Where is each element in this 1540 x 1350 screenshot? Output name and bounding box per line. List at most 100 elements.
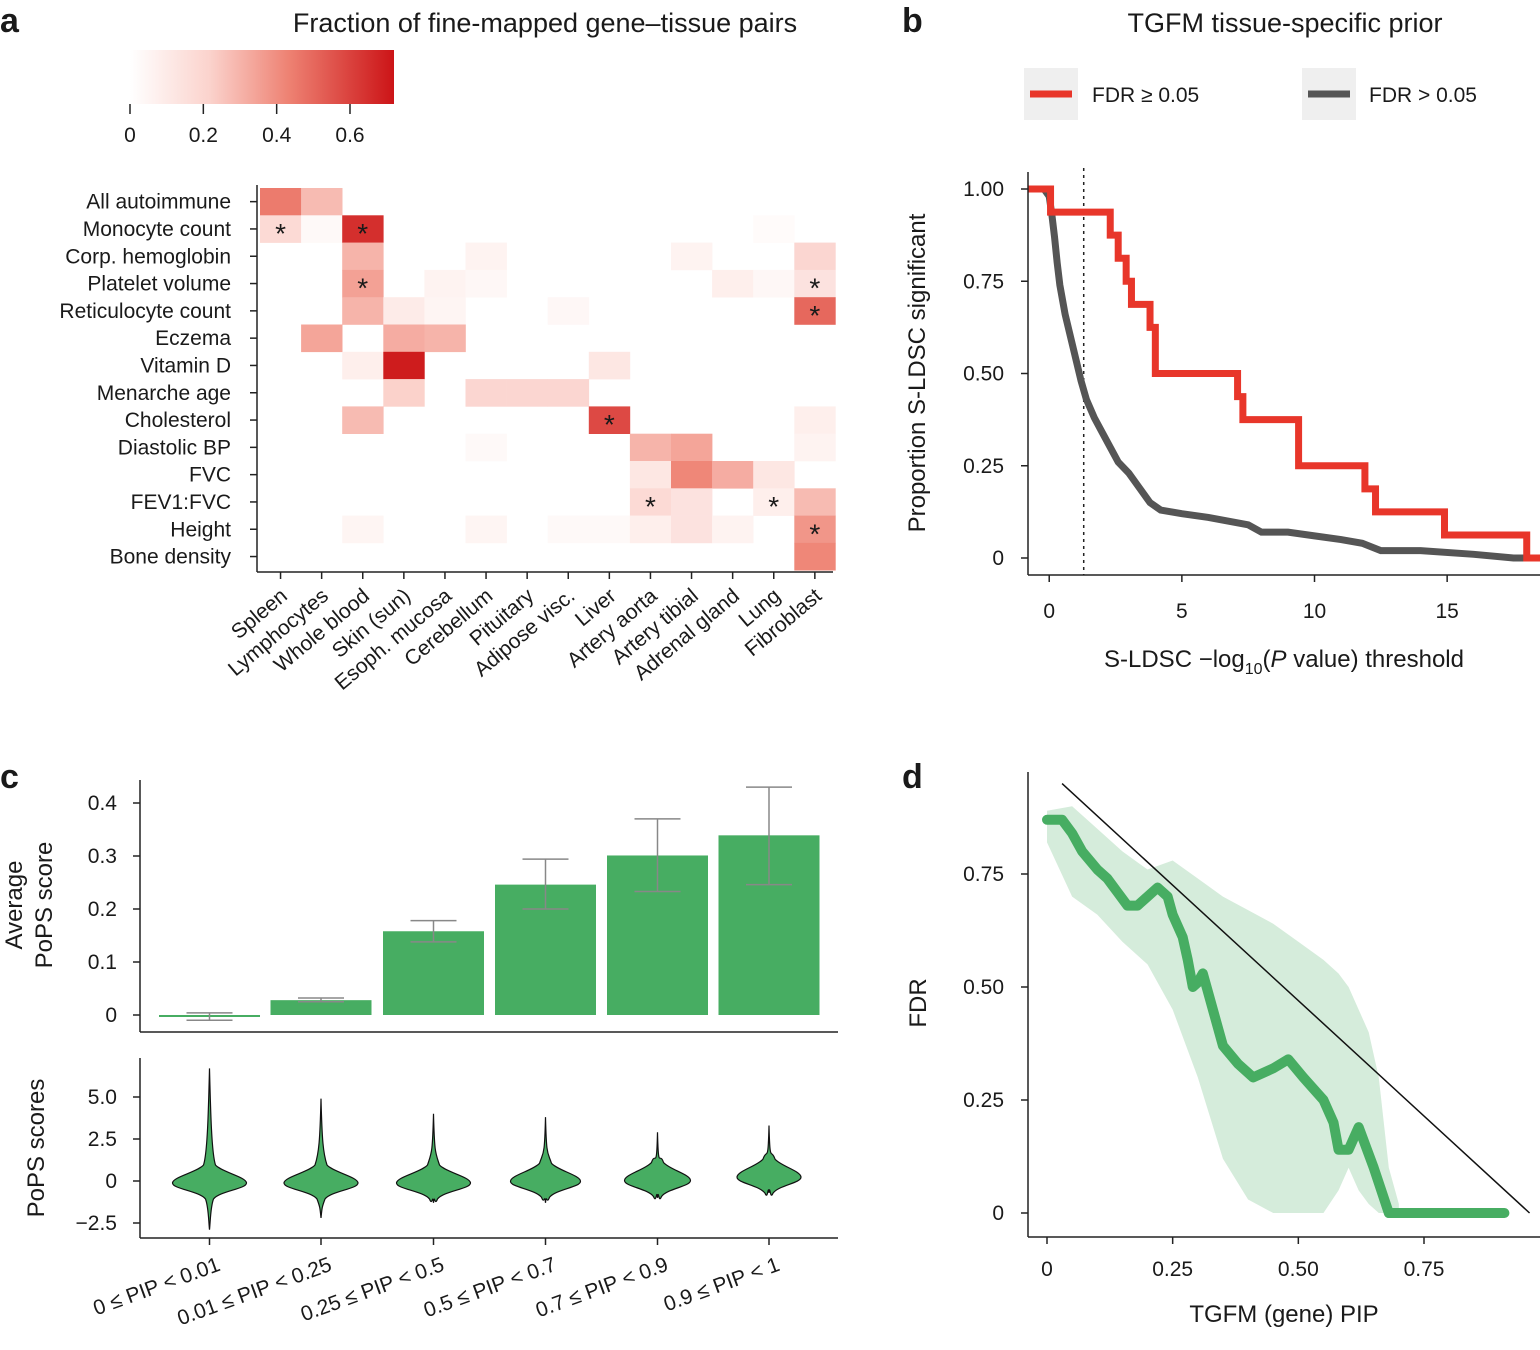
colorbar-tick-label: 0.2 xyxy=(189,124,218,147)
panel-a: a Fraction of fine-mapped gene–tissue pa… xyxy=(0,2,836,695)
heat-cell xyxy=(753,488,795,516)
violin-0-9-pip-1 xyxy=(736,1125,802,1196)
row-label-platelet-volume: Platelet volume xyxy=(87,273,231,296)
panel-label-d: d xyxy=(902,758,923,796)
heat-cell xyxy=(794,433,836,462)
heat-cell xyxy=(588,515,631,544)
violin-chart: 0 ≤ PIP < 0.010.01 ≤ PIP < 0.250.25 ≤ PI… xyxy=(76,1068,802,1330)
colorbar-tick-label: 0.4 xyxy=(262,124,292,147)
row-label-vitamin-d: Vitamin D xyxy=(140,354,231,377)
violin-y-tick-label: −2.5 xyxy=(76,1212,117,1235)
colorbar-tick-label: 0.6 xyxy=(335,124,364,147)
heat-cell xyxy=(794,406,836,434)
heat-cell xyxy=(671,515,713,544)
heat-cell xyxy=(588,351,631,380)
y-tick-label: 0.75 xyxy=(963,270,1004,293)
bar-chart: 0 0.1 0.2 0.3 0.4 xyxy=(88,786,820,1027)
row-label-diastolic-bp: Diastolic BP xyxy=(118,436,231,459)
heat-cell xyxy=(629,515,672,544)
x-tick-label: 15 xyxy=(1435,600,1458,623)
heat-cell xyxy=(342,406,384,434)
heat-cell xyxy=(629,461,672,489)
panel-d-plot xyxy=(1042,783,1531,1218)
heat-cell xyxy=(301,188,343,216)
y-tick-label: 0.50 xyxy=(963,976,1004,999)
heat-cell xyxy=(424,324,466,353)
x-label-paren: ( xyxy=(1263,646,1271,673)
bar-y-tick-label: 0 xyxy=(105,1004,117,1027)
row-label-fev1-fvc: FEV1:FVC xyxy=(131,491,231,514)
heat-cell xyxy=(671,488,713,516)
heat-cell xyxy=(342,269,384,298)
heat-cell xyxy=(712,515,754,544)
heat-cell xyxy=(753,461,795,489)
row-label-cholesterol: Cholesterol xyxy=(125,409,231,432)
heatmap-title: Fraction of fine-mapped gene–tissue pair… xyxy=(293,8,797,38)
row-label-fvc: FVC xyxy=(189,464,231,487)
heat-cell xyxy=(465,269,507,298)
heat-cell xyxy=(465,515,507,544)
row-label-all-autoimmune: All autoimmune xyxy=(86,191,231,214)
significance-star: * xyxy=(809,300,820,331)
heat-cell xyxy=(547,379,590,407)
heat-cell xyxy=(712,461,754,489)
x-tick-label: 0 xyxy=(1041,1258,1053,1281)
x-label-suffix: value) threshold xyxy=(1287,646,1464,673)
row-label-bone-density: Bone density xyxy=(110,546,232,569)
bar-y-label-line2: PoPS score xyxy=(31,842,58,969)
heat-cell xyxy=(383,297,425,325)
x-tick-label: 0.50 xyxy=(1278,1258,1319,1281)
significance-star: * xyxy=(357,273,368,304)
reference-diagonal xyxy=(1061,783,1531,1214)
heat-cell xyxy=(753,269,795,298)
panel-c: c 0 0.1 0.2 0.3 0.4 Average PoPS score 0 ≤ P… xyxy=(0,758,838,1330)
panel-b: b TGFM tissue-specific prior FDR ≥ 0.05 … xyxy=(902,2,1540,678)
heat-cell xyxy=(588,406,631,434)
heat-cell xyxy=(342,297,384,325)
y-tick-label: 0 xyxy=(992,547,1004,570)
series-line-fdr-0-05 xyxy=(1028,185,1540,562)
heat-cell xyxy=(301,324,343,353)
x-tick-label: 0 xyxy=(1043,600,1055,623)
legend: FDR ≥ 0.05 FDR > 0.05 xyxy=(1024,68,1477,120)
heatmap-cells: * ** **** ** xyxy=(260,188,836,571)
bar-y-label-line1: Average xyxy=(1,861,28,950)
panel-label-b: b xyxy=(902,2,923,40)
panel-d-ticks: 0 0.25 0.50 0.75 0 0.25 0.50 0.75 xyxy=(963,863,1444,1281)
heat-cell xyxy=(794,297,836,325)
significance-star: * xyxy=(645,491,656,522)
bar-y-tick-label: 0.3 xyxy=(88,845,117,868)
bar-0-25-pip-0-5 xyxy=(383,931,484,1015)
heat-cell xyxy=(794,515,836,544)
heat-cell xyxy=(712,269,754,298)
heat-cell xyxy=(629,488,672,516)
violin-y-tick-label: 0 xyxy=(105,1170,117,1193)
heat-cell xyxy=(794,542,836,571)
heat-cell xyxy=(506,379,548,407)
heat-cell xyxy=(465,379,507,407)
heat-cell xyxy=(424,269,466,298)
bar-y-tick-label: 0.1 xyxy=(88,951,117,974)
heat-cell xyxy=(753,215,795,243)
heat-cell xyxy=(260,188,302,216)
heat-cell xyxy=(465,242,507,271)
panel-b-y-label: Proportion S-LDSC significant xyxy=(904,213,931,532)
heat-cell xyxy=(671,242,713,271)
violin-0-7-pip-0-9 xyxy=(623,1132,692,1200)
category-label-0-9-pip-1: 0.9 ≤ PIP < 1 xyxy=(661,1253,783,1316)
panel-label-c: c xyxy=(0,758,19,796)
heat-cell xyxy=(383,379,425,407)
violin-y-tick-label: 2.5 xyxy=(88,1128,117,1151)
bar-y-tick-label: 0.4 xyxy=(88,792,118,815)
fdr-line xyxy=(1042,814,1510,1218)
y-tick-label: 0 xyxy=(992,1202,1004,1225)
row-label-monocyte-count: Monocyte count xyxy=(83,218,231,241)
heat-cell xyxy=(629,433,672,462)
significance-star: * xyxy=(768,491,779,522)
colorbar-tick-label: 0 xyxy=(124,124,136,147)
heat-cell xyxy=(424,297,466,325)
x-tick-label: 5 xyxy=(1176,600,1188,623)
violin-0-25-pip-0-5 xyxy=(395,1113,472,1203)
